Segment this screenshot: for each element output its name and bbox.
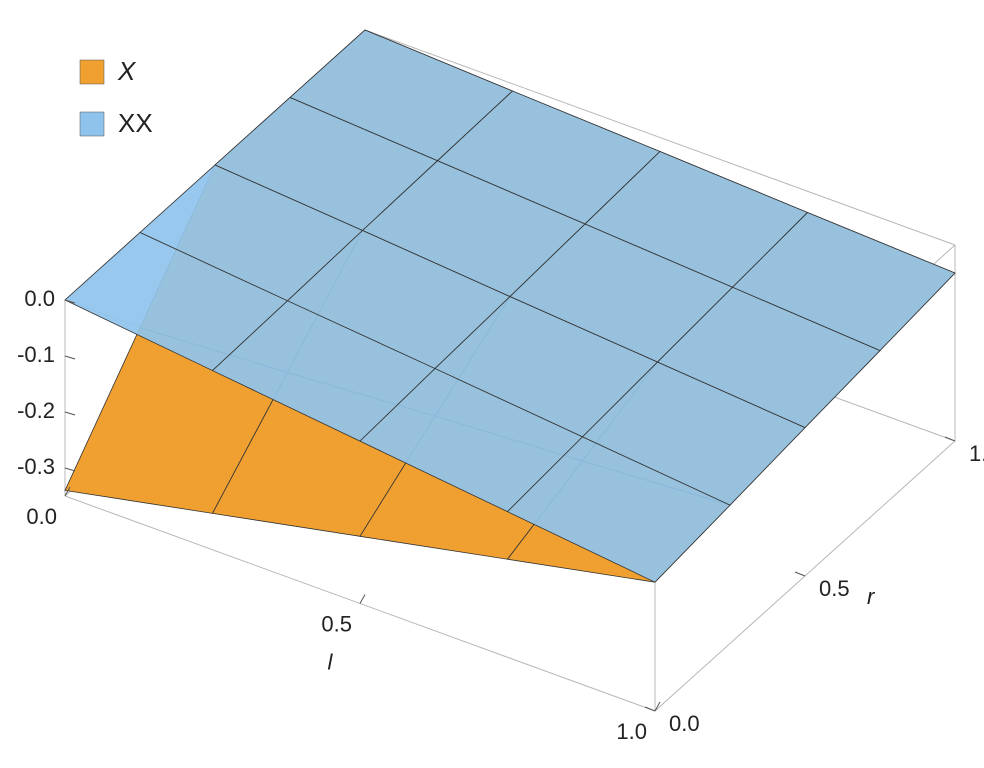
z-tick-label: -0.3 — [17, 454, 55, 479]
z-tick — [64, 411, 76, 416]
legend-label: XX — [118, 108, 153, 138]
x-tick-label: 0.5 — [321, 611, 352, 636]
x-tick-label: 1.0 — [616, 719, 647, 744]
y-tick — [944, 436, 956, 442]
y-tick — [794, 571, 806, 577]
y-axis-label: r — [867, 584, 876, 609]
legend: X XX — [79, 56, 153, 138]
y-tick-label: 0.0 — [669, 711, 700, 736]
legend-swatch-x — [79, 59, 105, 85]
y-tick-label: 0.5 — [819, 576, 850, 601]
legend-label: X — [117, 56, 137, 86]
y-tick-label: 1.0 — [969, 441, 984, 466]
x-axis-label: l — [328, 649, 334, 674]
z-tick — [64, 467, 76, 472]
surface-patch — [506, 436, 731, 583]
z-tick-label: -0.2 — [17, 398, 55, 423]
z-tick-label: -0.1 — [17, 342, 55, 367]
x-tick — [359, 594, 366, 604]
surfaces — [64, 29, 956, 583]
z-tick — [64, 355, 76, 360]
x-tick-label: 0.0 — [26, 504, 57, 529]
y-tick — [644, 706, 656, 712]
box-edge — [364, 29, 956, 246]
x-tick — [64, 486, 71, 497]
z-tick-label: 0.0 — [24, 286, 55, 311]
legend-swatch-xx — [79, 111, 105, 137]
x-tick — [654, 701, 661, 712]
z-tick — [64, 299, 76, 304]
